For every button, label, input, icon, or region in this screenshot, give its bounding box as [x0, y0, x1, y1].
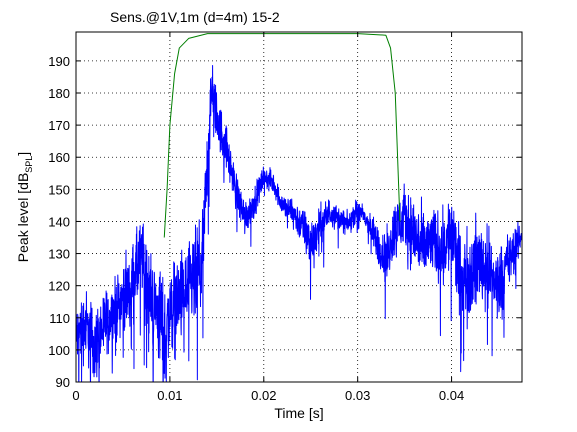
y-tick-label: 180	[48, 86, 70, 101]
y-axis-label: Peak level [dBSPL]	[15, 152, 34, 262]
x-axis-label: Time [s]	[274, 405, 323, 421]
x-tick-label: 0.04	[439, 388, 464, 403]
y-tick-label: 110	[49, 311, 70, 326]
x-tick-label: 0.02	[251, 388, 276, 403]
plot-area	[76, 32, 522, 382]
x-tick-label: 0.03	[345, 388, 370, 403]
y-tick-label: 150	[48, 182, 70, 197]
y-tick-label: 100	[48, 343, 70, 358]
y-tick-label: 160	[48, 150, 70, 165]
series-line-0	[76, 64, 522, 382]
y-tick-label: 190	[48, 54, 70, 69]
plot-frame	[75, 31, 523, 383]
x-tick-label: 0	[72, 388, 79, 403]
y-tick-label: 130	[48, 247, 70, 262]
y-tick-label: 120	[48, 279, 70, 294]
y-tick-label: 170	[48, 118, 70, 133]
y-tick-label: 140	[48, 214, 70, 229]
x-tick-label: 0.01	[157, 388, 182, 403]
series-line-1	[163, 33, 401, 238]
y-axis-label-end: ]	[15, 152, 31, 156]
chart-title: Sens.@1V,1m (d=4m) 15-2	[110, 9, 280, 25]
y-tick-label: 90	[56, 375, 70, 390]
y-axis-label-main: Peak level [dB	[15, 173, 31, 263]
y-axis-label-sub: SPL	[24, 156, 34, 173]
series-layer	[76, 33, 522, 382]
ticks: 0 0.01 0.02 0.03 0.04 90 100 110 120 130 140 150 160…	[48, 32, 522, 403]
